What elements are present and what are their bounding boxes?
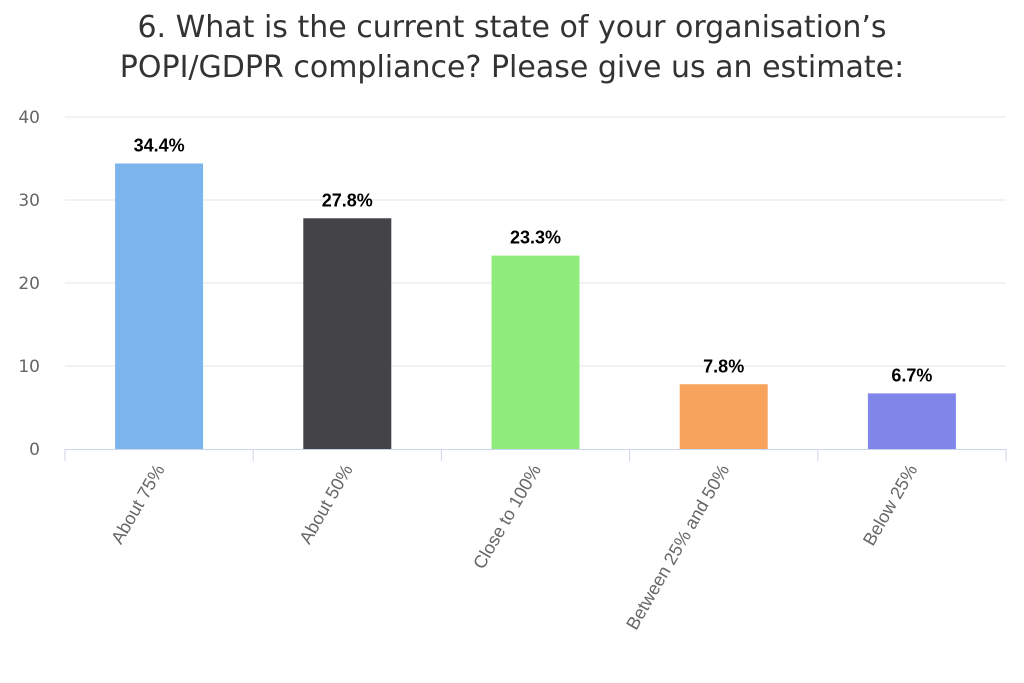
bars [115, 163, 956, 450]
data-label: 6.7% [891, 365, 932, 385]
data-label: 27.8% [322, 190, 373, 210]
y-tick-label: 0 [29, 440, 40, 460]
x-category-label: About 75% [107, 461, 168, 547]
bar [491, 255, 580, 449]
x-axis: About 75% About 50% Close to 100% Between 2… [64, 449, 1007, 633]
data-label: 7.8% [703, 356, 744, 376]
bar [303, 218, 392, 449]
bar [679, 384, 768, 449]
x-category-label: About 50% [295, 461, 356, 547]
bar [115, 163, 204, 450]
chart-title-line-2: POPI/GDPR compliance? Please give us an … [119, 50, 905, 85]
data-labels: 34.4% 27.8% 23.3% 7.8% 6.7% [134, 135, 933, 385]
y-tick-label: 20 [18, 274, 40, 294]
x-category-label: Below 25% [859, 461, 921, 549]
y-tick-label: 30 [18, 191, 40, 211]
x-category-label: Between 25% and 50% [622, 461, 733, 633]
bar [867, 393, 956, 449]
y-tick-label: 10 [18, 357, 40, 377]
chart-title: 6. What is the current state of your org… [0, 8, 1024, 88]
y-tick-label: 40 [18, 108, 40, 128]
data-label: 34.4% [134, 135, 185, 155]
x-category-label: Close to 100% [469, 461, 545, 572]
y-axis: 0 10 20 30 40 [18, 108, 40, 460]
chart-title-line-1: 6. What is the current state of your org… [137, 10, 887, 45]
data-label: 23.3% [510, 228, 561, 248]
